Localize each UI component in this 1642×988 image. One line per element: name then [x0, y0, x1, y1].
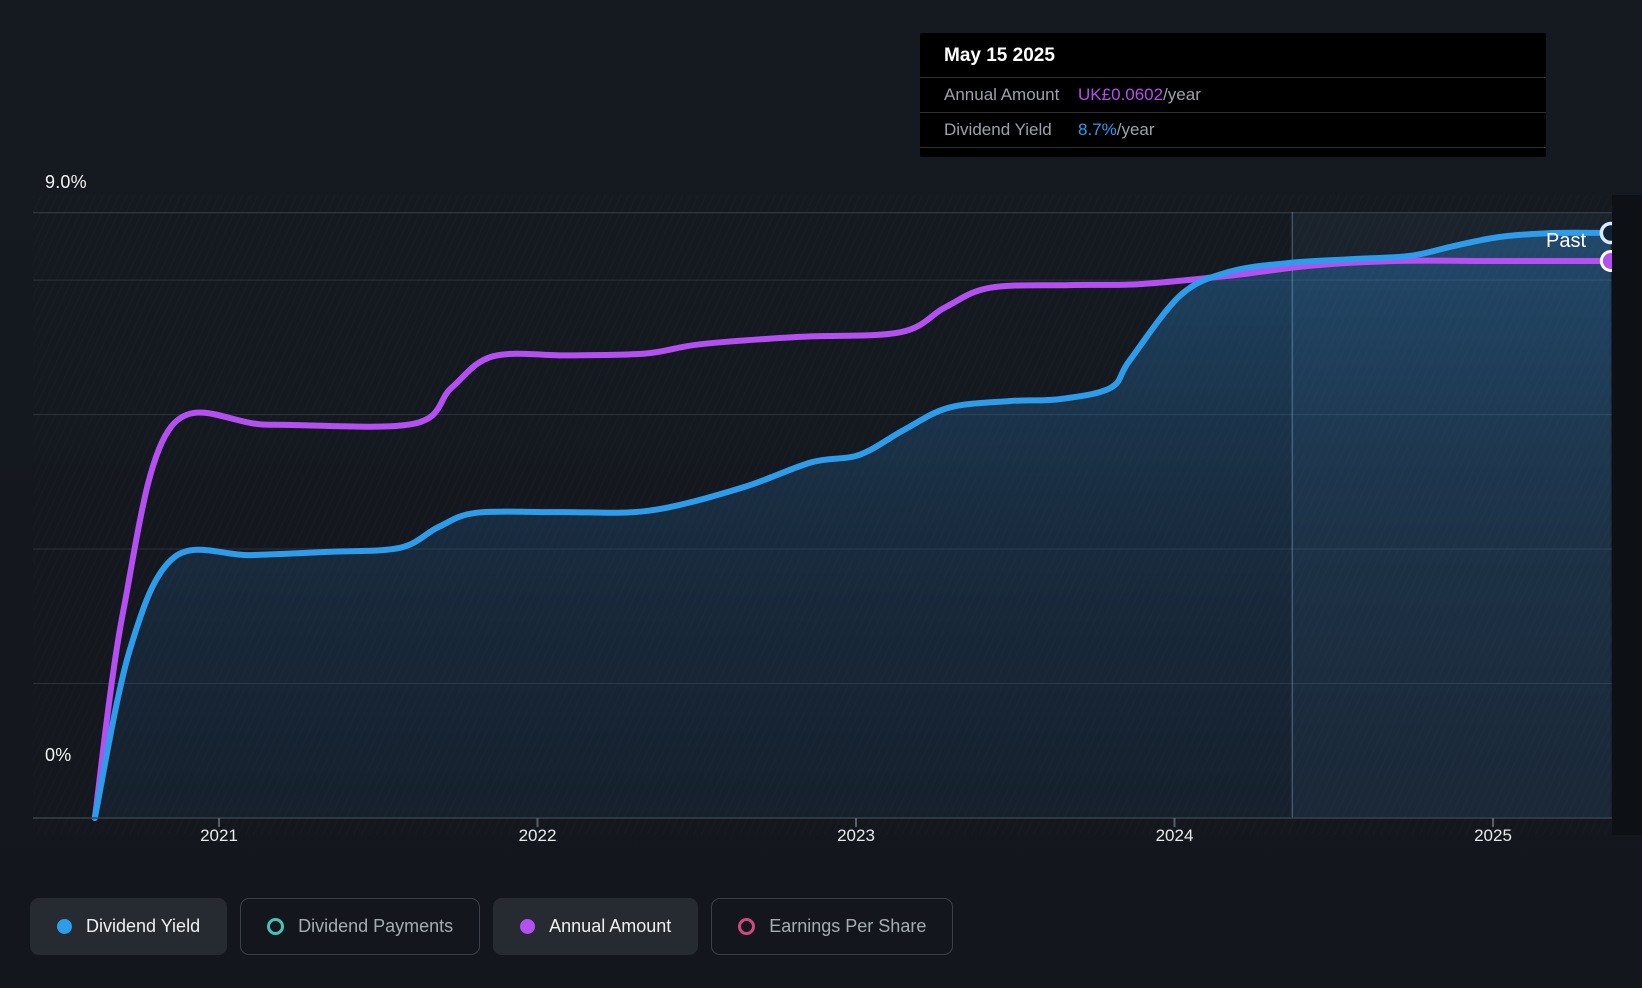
dividend-yield-area-fill — [94, 232, 1611, 818]
legend-item-annual-amount[interactable]: Annual Amount — [493, 898, 699, 955]
legend-item-label: Dividend Yield — [86, 916, 201, 936]
y-axis-label-zero: 0% — [45, 745, 72, 765]
legend-item-label: Earnings Per Share — [769, 916, 927, 936]
annual-amount-series-dot-icon — [520, 919, 536, 934]
earnings-per-share-series-dot-icon — [738, 918, 756, 935]
legend-item-dividend-payments[interactable]: Dividend Payments — [240, 898, 481, 955]
x-axis-label-2021: 2021 — [200, 826, 238, 845]
tooltip-row-suffix: /year — [1116, 120, 1155, 139]
past-region-label: Past — [1546, 230, 1587, 252]
x-axis-label-2022: 2022 — [518, 826, 557, 845]
tooltip-row-value: UK£0.0602 — [1078, 85, 1164, 104]
tooltip-footer-divider — [920, 147, 1546, 157]
legend-item-dividend-yield[interactable]: Dividend Yield — [30, 898, 228, 955]
chart-right-edge-mask — [1612, 195, 1642, 835]
legend-item-earnings-per-share[interactable]: Earnings Per Share — [711, 898, 954, 955]
chart-legend: Dividend Yield Dividend Payments Annual Am… — [30, 898, 954, 955]
tooltip-row-value: 8.7% — [1078, 120, 1117, 139]
legend-item-label: Annual Amount — [549, 916, 672, 936]
dividend-yield-series-dot-icon — [57, 919, 72, 934]
annual-amount-line — [91, 257, 1614, 821]
x-axis-ticks — [218, 818, 1494, 827]
x-axis-label-2025: 2025 — [1474, 826, 1512, 845]
x-axis-label-2024: 2024 — [1155, 826, 1194, 845]
tooltip-row-label: Annual Amount — [944, 85, 1060, 104]
tooltip-row-dividend-yield: Dividend Yield 8.7%/year — [920, 112, 1546, 147]
dividend-yield-line — [91, 229, 1614, 821]
tooltip-date: May 15 2025 — [944, 45, 1055, 66]
tooltip-row-annual-amount: Annual Amount UK£0.0602/year — [920, 77, 1546, 112]
y-axis-label-max: 9.0% — [45, 172, 87, 192]
tooltip-row-suffix: /year — [1163, 85, 1201, 104]
chart-tooltip: May 15 2025 Annual Amount UK£0.0602/year D… — [920, 33, 1546, 157]
legend-item-label: Dividend Payments — [298, 916, 454, 936]
tooltip-row-label: Dividend Yield — [944, 120, 1052, 139]
x-axis-label-2023: 2023 — [837, 826, 875, 845]
dividend-payments-series-dot-icon — [267, 918, 285, 935]
